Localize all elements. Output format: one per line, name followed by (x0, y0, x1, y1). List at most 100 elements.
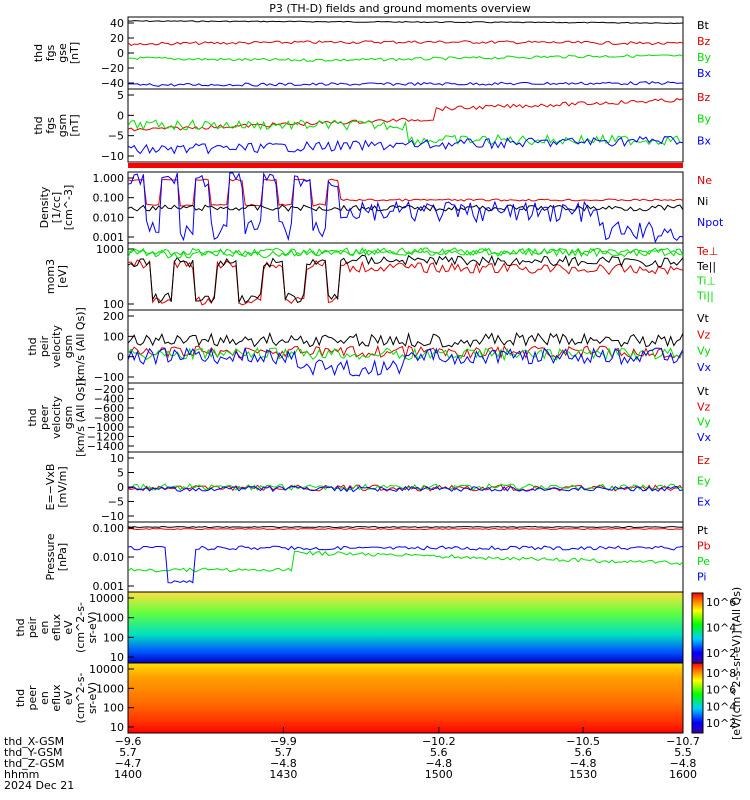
series-line-ne (127, 178, 684, 207)
panel-1: 40 20 0 −20 −40 thd fgs gse [nT] Bt Bz By Bx (32, 16, 712, 90)
x-tick-label: 1530 (569, 768, 597, 781)
panel-10: 10000 1000 100 10 thd peer en eflux eV (cm^2-s-sr… (14, 662, 736, 734)
y-tick-label: 40 (110, 17, 124, 30)
panel-frame (127, 521, 684, 593)
x-tick-label: 5.6 (430, 746, 448, 759)
x-tick-label: −4.7 (115, 757, 142, 770)
legend-bz: Bz (697, 91, 711, 104)
legend-vx: Vx (697, 431, 712, 444)
x-axis-row-label: thd_Y-GSM (4, 746, 63, 759)
y-axis-label: gsm (56, 114, 69, 137)
legend-npot: Npot (697, 216, 724, 229)
y-axis-label: peer (38, 405, 51, 431)
colorbar-label: [eV/(cm^2-s-sr-eV)] (All Qs) (730, 587, 743, 740)
x-tick-label: −9.6 (115, 735, 142, 748)
y-tick-label: −1400 (87, 440, 124, 453)
series-line-bx (127, 81, 684, 87)
y-axis-label: eflux (50, 613, 63, 641)
y-axis-label: gsm (62, 335, 75, 358)
y-tick-label: 1000 (96, 682, 124, 695)
panel-frame (127, 16, 684, 90)
legend-ex: Ex (697, 495, 711, 508)
y-tick-label: −200 (94, 383, 124, 396)
y-axis-label: en (38, 691, 51, 705)
y-axis-label: peir (38, 335, 51, 357)
legend-pe: Pe (697, 555, 710, 568)
y-tick-label: 10000 (89, 592, 124, 605)
y-tick-label: −800 (94, 412, 124, 425)
y-axis-label: gse (56, 43, 69, 63)
x-tick-label: 1400 (114, 768, 142, 781)
colorbar-tick: 10^2 (706, 717, 736, 730)
y-axis-label: [eV] (56, 265, 69, 288)
legend-ey: Ey (697, 475, 711, 488)
series-line-pi (127, 545, 684, 584)
y-axis-label: peir (26, 616, 39, 638)
x-tick-label: −4.8 (425, 757, 452, 770)
series-line-ex (127, 485, 684, 493)
y-tick-label: −5 (108, 130, 124, 143)
x-tick-label: −9.9 (270, 735, 297, 748)
series-line-ti (127, 247, 684, 259)
panel-8: 0.100 0.010 0.001 Pressure [nPa] Pt Pb Pe Pi (44, 521, 711, 593)
series-line-te (127, 254, 684, 305)
x-tick-label: 5.7 (119, 746, 137, 759)
y-tick-label: 20 (110, 32, 124, 45)
x-axis-row-label: hhmm (4, 768, 39, 781)
y-tick-label: 5 (117, 467, 124, 480)
y-axis-label: [km/s (All Qs)] (74, 378, 87, 457)
y-axis-label: (cm^2-s- (74, 602, 87, 653)
legend-ne: Ne (697, 174, 712, 187)
x-tick-label: 1600 (669, 768, 697, 781)
x-axis-row-label: thd_X-GSM (4, 735, 64, 748)
x-axis-row-label: thd_Z-GSM (4, 757, 64, 770)
y-axis-label: fgs (44, 117, 57, 134)
quality-flag-bar (128, 163, 683, 168)
y-axis-label: peer (26, 685, 39, 711)
legend-vz: Vz (697, 328, 711, 341)
chart-title: P3 (TH-D) fields and ground moments over… (269, 2, 531, 15)
y-axis-label: eflux (50, 684, 63, 712)
y-axis-label: E=−VxB (44, 464, 57, 511)
y-tick-label: −40 (101, 77, 124, 90)
y-tick-label: 10 (110, 721, 124, 734)
y-tick-label: −100 (94, 371, 124, 384)
y-tick-label: 200 (103, 310, 124, 323)
legend-ti: Ti⊥ (696, 275, 716, 288)
x-tick-label: 5.7 (275, 746, 293, 759)
y-tick-label: 100 (103, 330, 124, 343)
y-tick-label: −20 (101, 62, 124, 75)
legend-bt: Bt (697, 19, 710, 32)
colorbar-tick: 10^2 (706, 647, 736, 660)
legend-bz: Bz (697, 35, 711, 48)
y-axis-label: (cm^2-s- (74, 673, 87, 724)
y-axis-label: gsm (62, 406, 75, 429)
y-tick-label: 0.100 (93, 522, 125, 535)
x-tick-label: −4.8 (270, 757, 297, 770)
series-line-vt (127, 331, 684, 348)
y-axis-label: thd (32, 116, 45, 134)
panel-3: 1.000 0.100 0.010 0.001 Density [1/cc] [cm^-3]… (38, 171, 724, 244)
series-line-ey (127, 483, 684, 491)
y-tick-label: −400 (94, 393, 124, 406)
legend-by: By (697, 51, 712, 64)
y-tick-label: 100 (103, 702, 124, 715)
y-axis-label: [nT] (68, 114, 81, 136)
panel-4: 1000 100 mom3 [eV] Te⊥ Te|| Ti⊥Ti|| (44, 242, 718, 311)
x-tick-label: 1430 (269, 768, 297, 781)
x-tick-label: 5.6 (574, 746, 592, 759)
series-line-by (127, 119, 684, 146)
x-tick-label: 5.5 (674, 746, 692, 759)
x-tick-label: 1500 (425, 768, 453, 781)
y-axis-label: thd (26, 337, 39, 355)
y-axis-label: velocity (50, 396, 63, 439)
series-line-bt (127, 20, 684, 25)
y-tick-label: −10 (101, 150, 124, 163)
series-line-ni (127, 203, 684, 212)
y-tick-label: 0 (117, 481, 124, 494)
y-axis-label: eV (62, 690, 75, 705)
y-axis-label: sr-eV) (86, 682, 99, 714)
y-tick-label: 100 (103, 298, 124, 311)
panel-frame (127, 662, 684, 734)
